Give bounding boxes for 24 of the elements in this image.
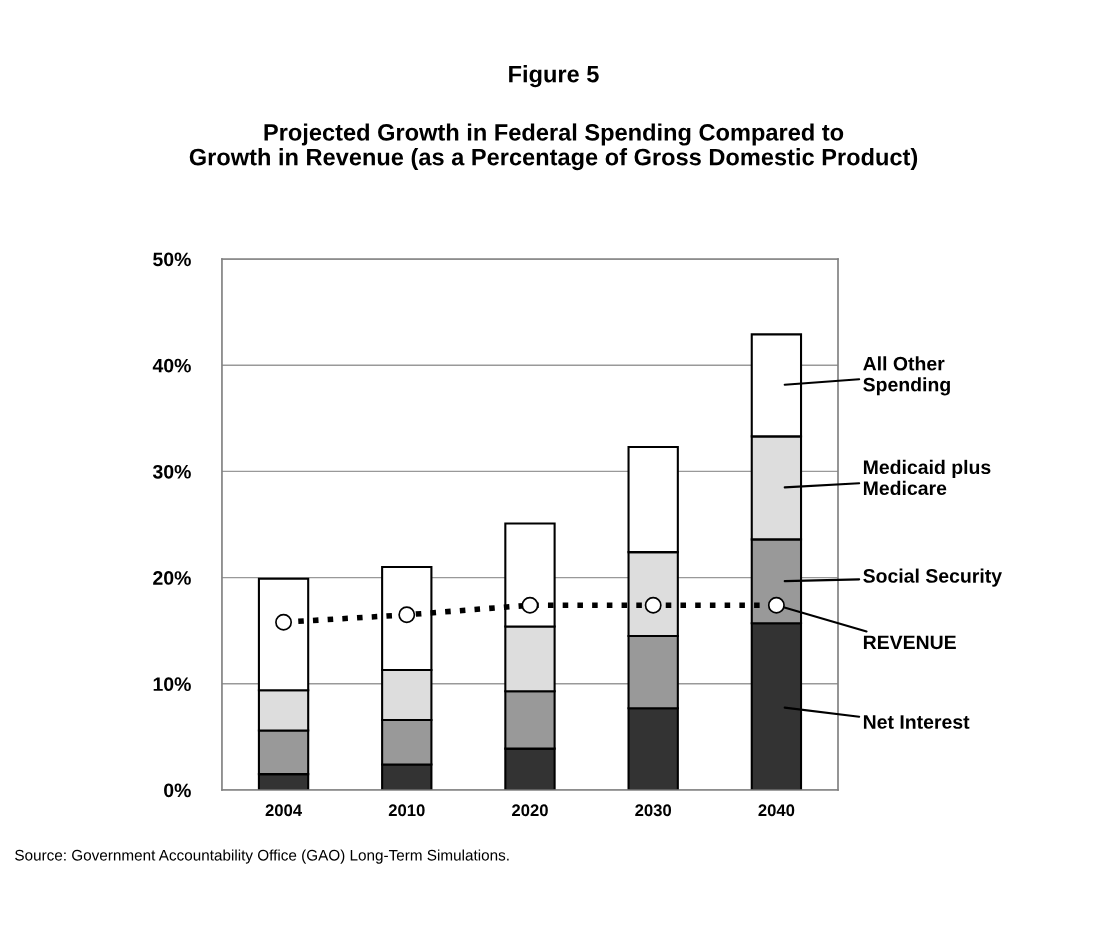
legend-label: Medicaid plus Medicare xyxy=(863,459,991,496)
y-tick-label: 0% xyxy=(164,783,191,798)
legend-label: Social Security xyxy=(863,568,1002,587)
y-tick-label: 10% xyxy=(153,677,191,692)
legend-label: All Other Spending xyxy=(863,356,950,396)
x-tick-label: 2004 xyxy=(265,804,303,817)
legend-label: Net Interest xyxy=(863,715,970,729)
point xyxy=(275,613,293,631)
chart-title: Figure 5 xyxy=(509,65,599,88)
x-tick-label: 2020 xyxy=(512,804,548,817)
source-note: Source: Government Accountability Office (GAO) Long-Term Simulations. xyxy=(15,849,509,864)
y-tick-label: 50% xyxy=(153,252,191,267)
y-tick-label: 30% xyxy=(152,464,191,479)
x-tick-label: 2030 xyxy=(635,804,672,817)
point xyxy=(521,596,539,614)
chart-subtitle: Projected Growth in Federal Spending Compared to Growth in Revenue (as a Percentage of Gross Domestic Product) xyxy=(189,123,918,171)
y-tick-label: 20% xyxy=(153,571,191,585)
y-tick-label: 40% xyxy=(152,358,191,373)
text: REVENUE xyxy=(863,635,956,650)
point xyxy=(644,596,662,614)
point xyxy=(767,596,785,614)
point xyxy=(398,606,416,624)
x-tick-label: 2040 xyxy=(758,804,795,817)
x-tick-label: 2010 xyxy=(388,804,425,817)
